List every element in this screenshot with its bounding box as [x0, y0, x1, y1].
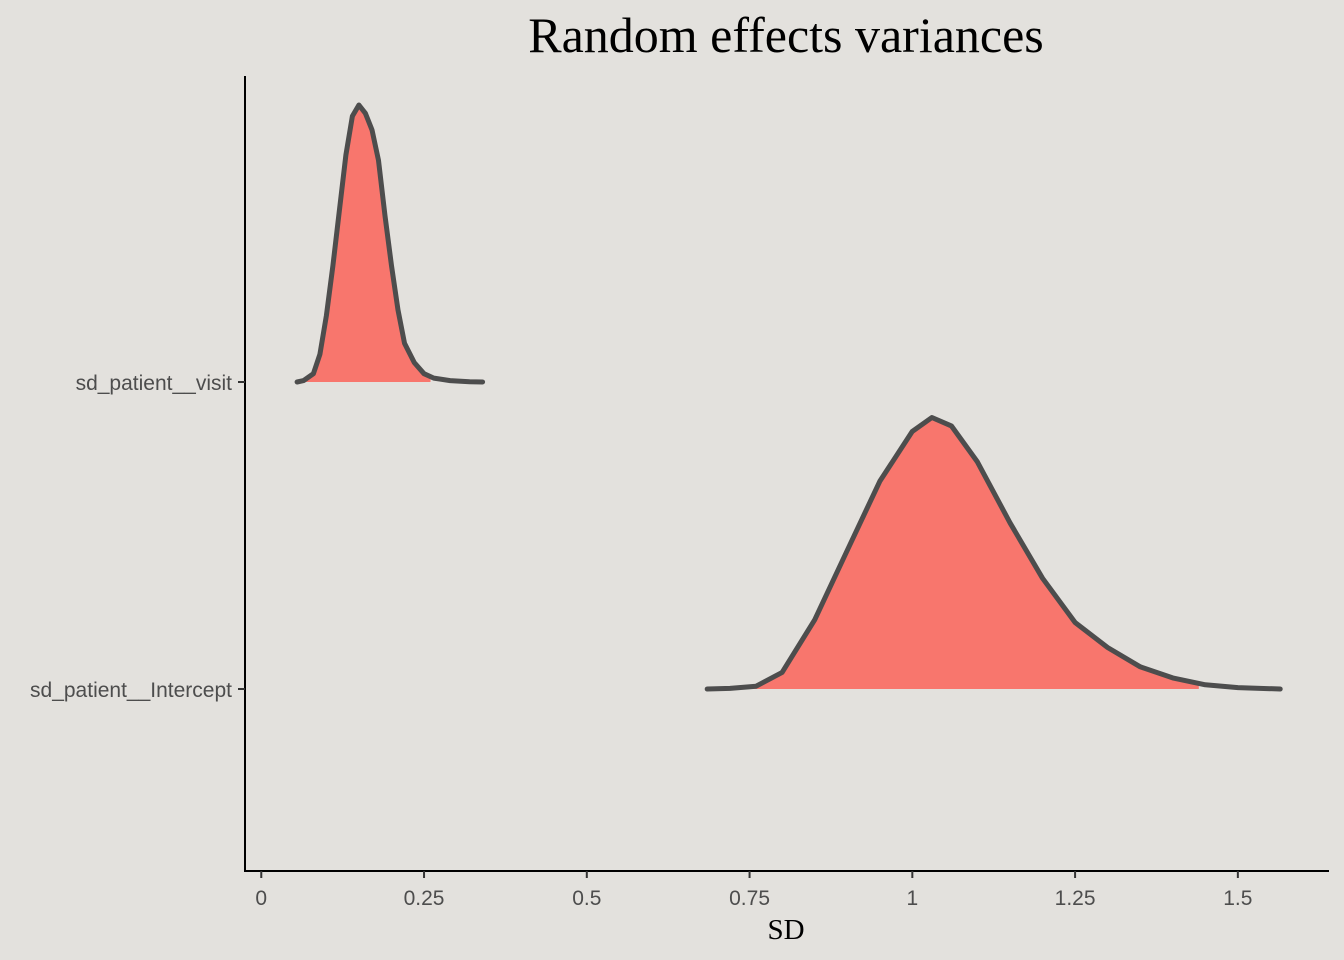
chart-title: Random effects variances: [528, 7, 1044, 63]
density-line-sd-patient-visit: [294, 102, 486, 385]
density-line-sd-patient-intercept: [704, 415, 1283, 692]
density-fill-sd-patient-intercept: [743, 417, 1199, 689]
x-tick-label: 0.5: [572, 887, 601, 910]
y-tick-label: sd_patient__visit: [76, 372, 233, 395]
x-tick-label: 0.75: [729, 887, 770, 910]
x-tick-label: 0.25: [404, 887, 445, 910]
y-axis-ticks: sd_patient__visit sd_patient__Intercept: [30, 372, 245, 702]
x-axis-label: SD: [767, 914, 804, 946]
density-fill-sd-patient-visit: [303, 105, 431, 382]
x-tick-label: 1: [906, 887, 918, 910]
x-tick-label: 0: [255, 887, 267, 910]
x-tick-label: 1.25: [1055, 887, 1096, 910]
x-tick-label: 1.5: [1223, 887, 1252, 910]
x-axis-ticks: 0 0.25 0.5 0.75 1 1.25 1.5: [255, 871, 1252, 910]
y-tick-label: sd_patient__Intercept: [30, 679, 232, 702]
plot-area: [294, 102, 1283, 692]
